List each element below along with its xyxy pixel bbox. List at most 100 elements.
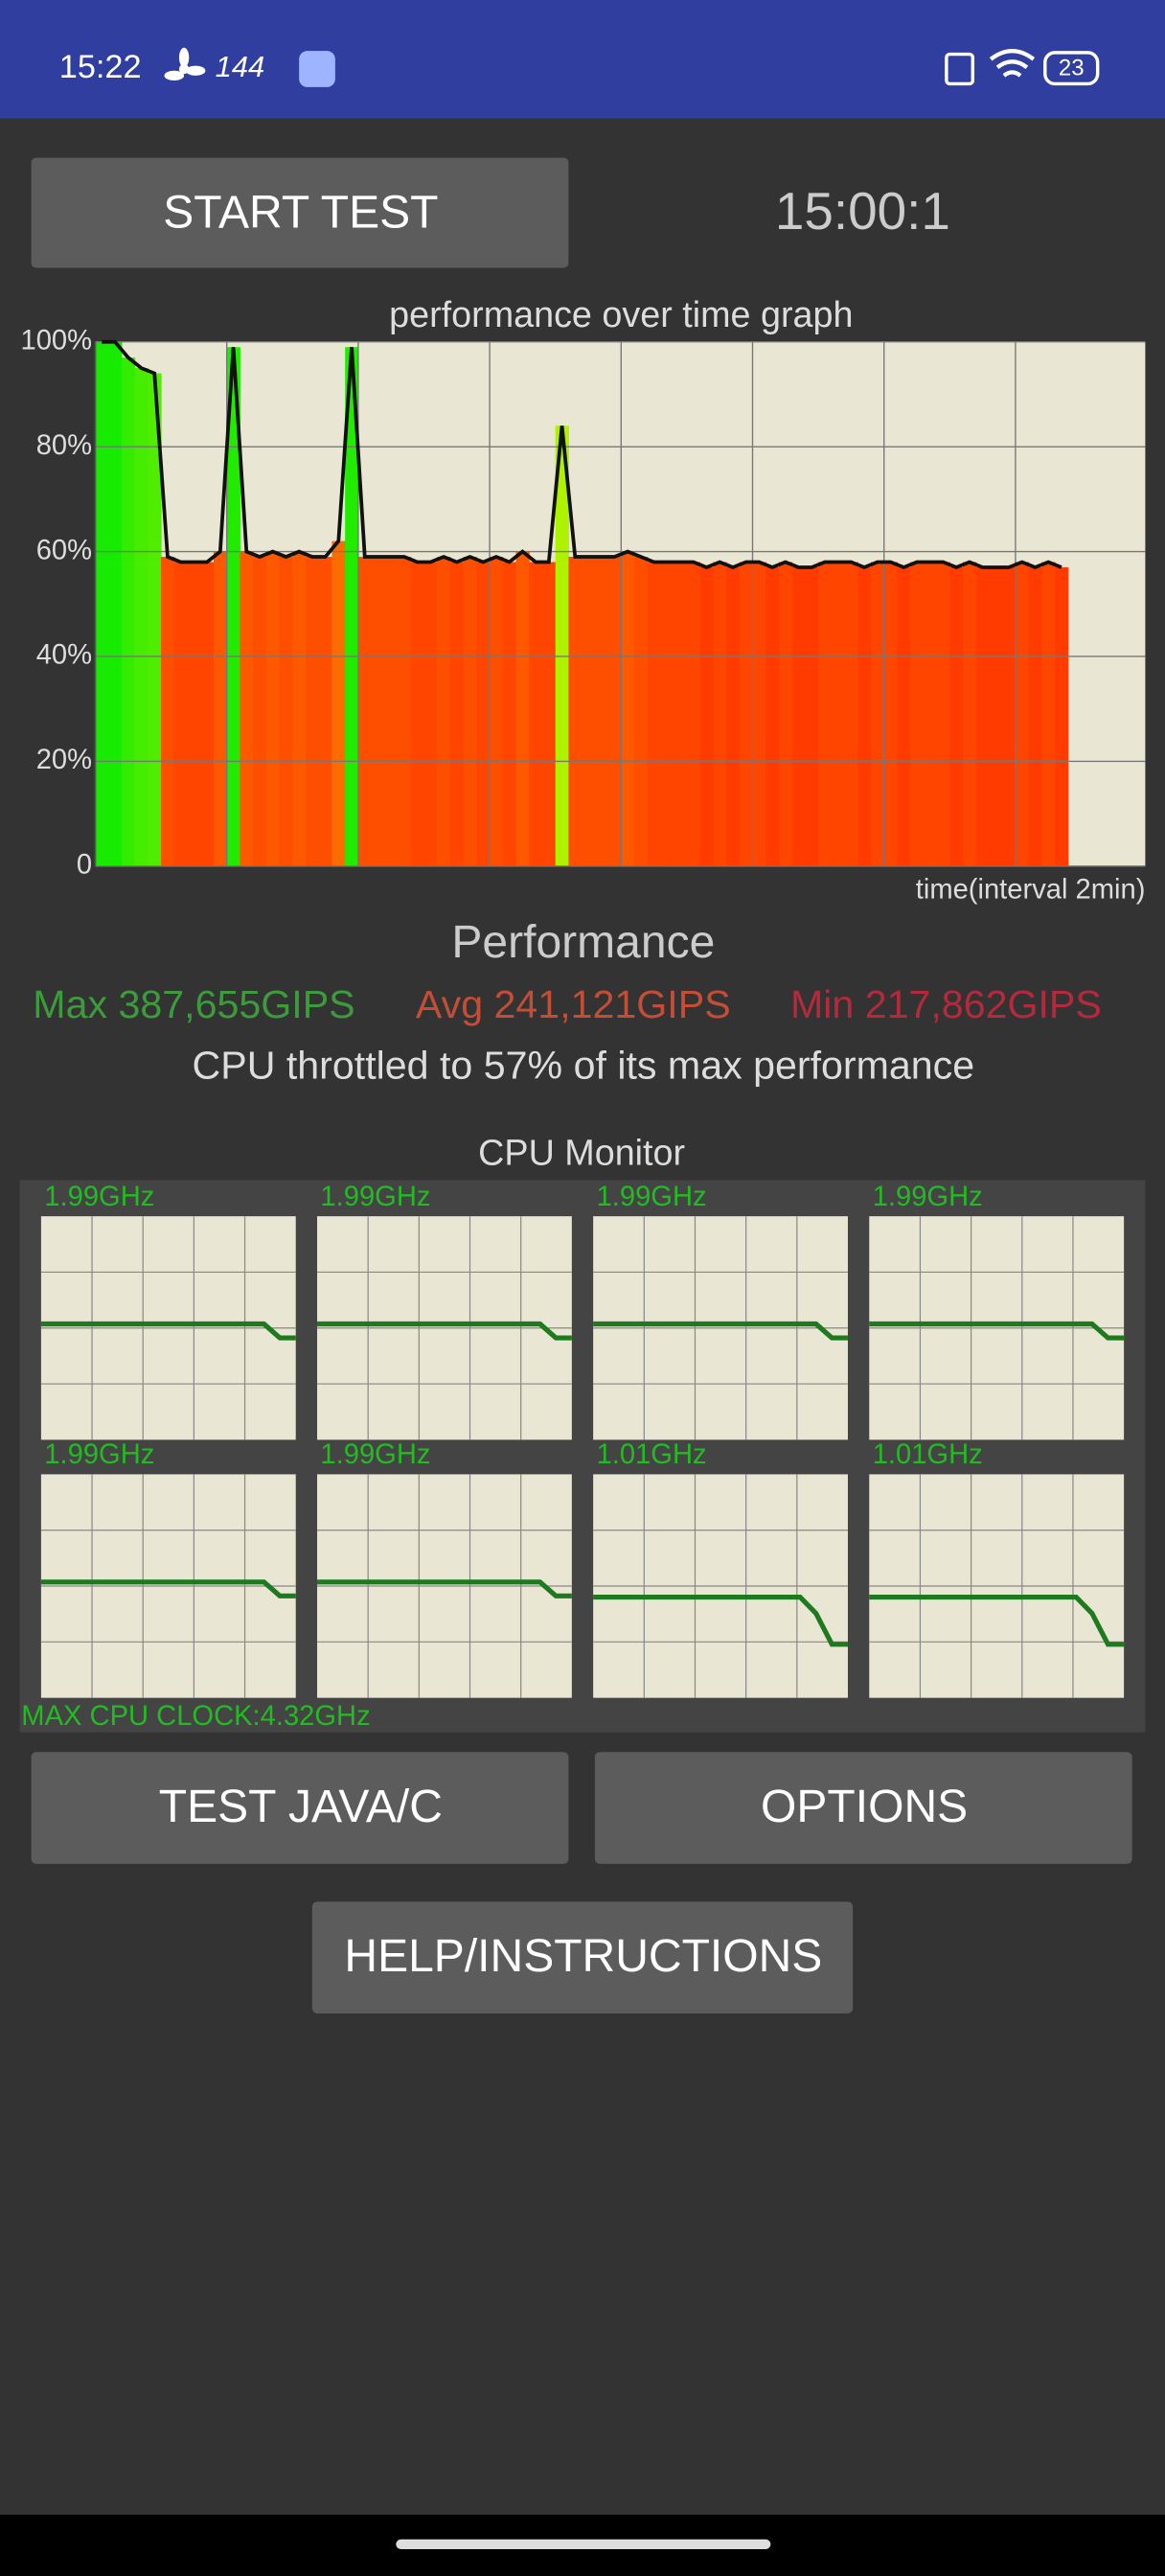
performance-bar [594,557,609,866]
cpu-frequency-label: 1.01GHz [597,1439,707,1470]
performance-bar [805,566,819,866]
performance-bar [173,562,189,866]
cpu-frequency-label: 1.99GHz [320,1182,430,1212]
performance-bar [306,557,320,866]
performance-bar [490,557,504,866]
performance-bar [1002,566,1017,866]
performance-bar [476,562,491,866]
min-perf: Min 217,862GIPS [790,982,1102,1026]
performance-bar [95,341,109,866]
performance-bar [634,557,649,866]
options-label[interactable]: OPTIONS [761,1782,968,1832]
performance-bar [1041,562,1056,866]
performance-bar [200,562,215,866]
x-axis-label: time(interval 2min) [916,874,1146,905]
performance-bar [161,557,175,866]
performance-bar [437,557,451,866]
performance-bar [331,540,346,866]
performance-bar [647,562,661,866]
cpu-frequency-line [40,1321,296,1341]
performance-bar [897,566,911,866]
help-button[interactable] [311,1901,854,2013]
performance-bar [621,551,635,866]
battery-icon [1043,51,1100,86]
test-java-label[interactable]: TEST JAVA/C [159,1782,443,1832]
y-tick-label: 20% [36,745,92,775]
performance-bar [910,562,925,866]
performance-bar [213,551,228,866]
graph-title: performance over time graph [389,294,853,334]
test-java-button[interactable] [31,1752,569,1864]
performance-bar [660,562,674,866]
performance-bar [870,562,885,866]
cpu-monitor-title: CPU Monitor [478,1133,685,1173]
cpu-frequency-label: 1.99GHz [44,1439,154,1470]
cpu-frequency-line [317,1579,572,1598]
wifi-icon [989,49,1036,78]
performance-bar [463,557,477,866]
start-test-label[interactable]: START TEST [163,187,438,238]
options-button[interactable] [594,1752,1132,1864]
performance-bar [148,373,162,866]
performance-bar [699,566,714,866]
performance-bar [831,562,846,866]
performance-bar [345,347,359,866]
performance-bar [423,562,438,866]
performance-bar [923,562,938,866]
performance-bar [555,426,569,866]
cpu-frequency-label: 1.99GHz [597,1182,707,1212]
y-tick-label: 100% [21,325,93,356]
performance-bar [240,551,254,866]
cpu-frequency-label: 1.99GHz [44,1182,154,1212]
performance-bar [371,557,385,866]
performance-bar [989,566,1003,866]
cpu-frequency-line [593,1321,848,1341]
help-label[interactable]: HELP/INSTRUCTIONS [344,1931,822,1982]
cpu-frequency-label: 1.01GHz [873,1439,983,1470]
performance-bar [1028,566,1042,866]
max-perf: Max 387,655GIPS [33,982,354,1026]
performance-line [102,339,1062,570]
performance-bar [279,557,293,866]
y-tick-label: 0 [77,850,92,881]
performance-bar [582,557,596,866]
performance-bar [936,562,950,866]
performance-bar [686,562,701,866]
battery-level: 23 [1059,55,1085,80]
home-indicator[interactable] [396,2539,771,2550]
cpu-frequency-label: 1.99GHz [320,1439,430,1470]
performance-bar [253,557,267,866]
y-tick-label: 60% [36,535,92,565]
performance-bar [187,562,201,866]
performance-bar [357,557,373,866]
performance-bar [765,566,780,866]
cpu-frequency-label: 1.99GHz [873,1182,983,1212]
performance-bar [844,562,858,866]
performance-bar [318,557,332,866]
performance-bar [949,566,964,866]
cpu-frequency-line [40,1579,296,1598]
performance-bar [818,562,833,866]
cpu-frequency-line [869,1321,1125,1341]
performance-bar [713,562,727,866]
performance-bar [384,557,399,866]
performance-bar [398,557,412,866]
start-test-button[interactable] [31,157,569,268]
performance-bar [265,551,281,866]
status-bar [0,0,1165,119]
performance-bar [502,562,517,866]
performance-bar [134,368,148,866]
cpu-frequency-line [869,1594,1125,1647]
performance-bar [857,566,872,866]
performance-heading: Performance [451,917,715,968]
refresh-rate: 144 [216,50,265,83]
performance-bar [1015,562,1030,866]
clock: 15:22 [59,49,142,85]
performance-bar [568,557,582,866]
y-tick-label: 80% [36,430,92,461]
performance-bar [674,562,688,866]
performance-bar [791,566,806,866]
performance-bar [410,562,425,866]
